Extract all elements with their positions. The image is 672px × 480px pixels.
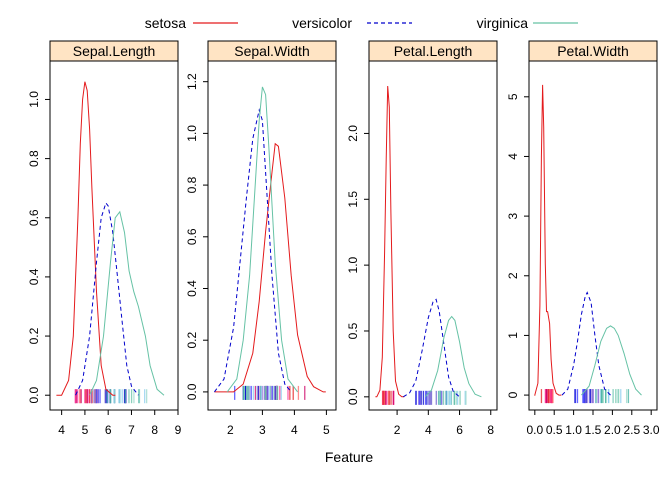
x-tick-label: 4: [291, 423, 298, 437]
x-tick-label: 8: [487, 423, 494, 437]
density-line-versicolor: [75, 201, 139, 396]
legend-label-versicolor: versicolor: [292, 15, 352, 31]
x-tick-label: 4: [58, 423, 65, 437]
legend-label-setosa: setosa: [145, 15, 186, 31]
x-tick-label: 6: [456, 423, 463, 437]
strip-label: Petal.Length: [394, 43, 473, 59]
x-tick-label: 3: [259, 423, 266, 437]
strip-label: Sepal.Width: [234, 43, 309, 59]
x-tick-label: 9: [175, 423, 182, 437]
x-tick-label: 3.0: [643, 423, 660, 437]
y-tick-label: 5: [506, 93, 520, 100]
y-tick-label: 0.8: [185, 176, 199, 193]
legend-label-virginica: virginica: [477, 15, 529, 31]
y-tick-label: 0.2: [185, 332, 199, 349]
x-tick-label: 5: [323, 423, 330, 437]
x-tick-label: 2: [394, 423, 401, 437]
density-line-versicolor: [213, 108, 292, 393]
y-tick-label: 0.4: [185, 280, 199, 297]
y-tick-label: 0.0: [185, 383, 199, 400]
y-tick-label: 2.0: [346, 125, 360, 142]
y-tick-label: 1.2: [185, 73, 199, 90]
panel-Petal.Width: Petal.Width 0.0 0.5 1.0 1.5 2.0 2.5 3.0 0 1 2 3 4 5: [506, 40, 660, 437]
y-tick-label: 0.8: [27, 150, 41, 167]
y-tick-label: 0.2: [27, 327, 41, 344]
y-tick-label: 0.0: [27, 387, 41, 404]
density-line-setosa: [534, 84, 562, 396]
x-tick-label: 2.5: [623, 423, 640, 437]
panel-frame: [207, 60, 337, 411]
y-tick-label: 0: [506, 391, 520, 398]
y-tick-label: 1.0: [185, 125, 199, 142]
panel-frame: [528, 60, 658, 411]
y-tick-label: 1.0: [346, 256, 360, 273]
x-tick-label: 5: [82, 423, 89, 437]
strip-label: Petal.Width: [557, 43, 629, 59]
strip-label: Sepal.Length: [73, 43, 156, 59]
y-tick-label: 0.4: [27, 268, 41, 285]
density-line-setosa: [214, 142, 326, 393]
density-line-versicolor: [403, 298, 460, 398]
density-line-virginica: [424, 315, 482, 398]
y-tick-label: 1: [506, 332, 520, 339]
density-line-virginica: [581, 325, 642, 396]
density-line-versicolor: [561, 291, 611, 396]
y-tick-label: 1.0: [27, 91, 41, 108]
x-tick-label: 4: [425, 423, 432, 437]
x-tick-label: 0.5: [546, 423, 563, 437]
legend: setosa versicolor virginica: [145, 15, 578, 31]
x-tick-label: 2.0: [604, 423, 621, 437]
x-tick-label: 2: [227, 423, 234, 437]
panel-frame: [368, 60, 498, 411]
y-tick-label: 0.6: [185, 228, 199, 245]
panel-frame: [49, 60, 179, 411]
y-tick-label: 2: [506, 272, 520, 279]
x-tick-label: 7: [128, 423, 135, 437]
panel-Petal.Length: Petal.Length 2 4 6 8 0.0 0.5 1.0 1.5 2.0: [346, 40, 498, 437]
panel-Sepal.Width: Sepal.Width 2 3 4 5 0.0 0.2 0.4 0.6 0.8 1.0 1.2: [185, 40, 337, 437]
y-tick-label: 3: [506, 212, 520, 219]
y-tick-label: 0.0: [346, 388, 360, 405]
x-tick-label: 6: [105, 423, 112, 437]
density-line-setosa: [375, 85, 405, 398]
panel-Sepal.Length: Sepal.Length 4 5 6 7 8 9 0.0 0.2 0.4 0.6 0.8 1.0: [27, 40, 182, 437]
x-axis-label: Feature: [325, 449, 373, 465]
y-tick-label: 4: [506, 153, 520, 160]
x-tick-label: 1.5: [585, 423, 602, 437]
y-tick-label: 0.6: [27, 209, 41, 226]
density-line-setosa: [56, 81, 116, 396]
x-tick-label: 8: [151, 423, 158, 437]
density-line-virginica: [89, 210, 165, 396]
x-tick-label: 1.0: [565, 423, 582, 437]
density-line-virginica: [226, 86, 299, 393]
x-tick-label: 0.0: [526, 423, 543, 437]
y-tick-label: 0.5: [346, 322, 360, 339]
y-tick-label: 1.5: [346, 191, 360, 208]
